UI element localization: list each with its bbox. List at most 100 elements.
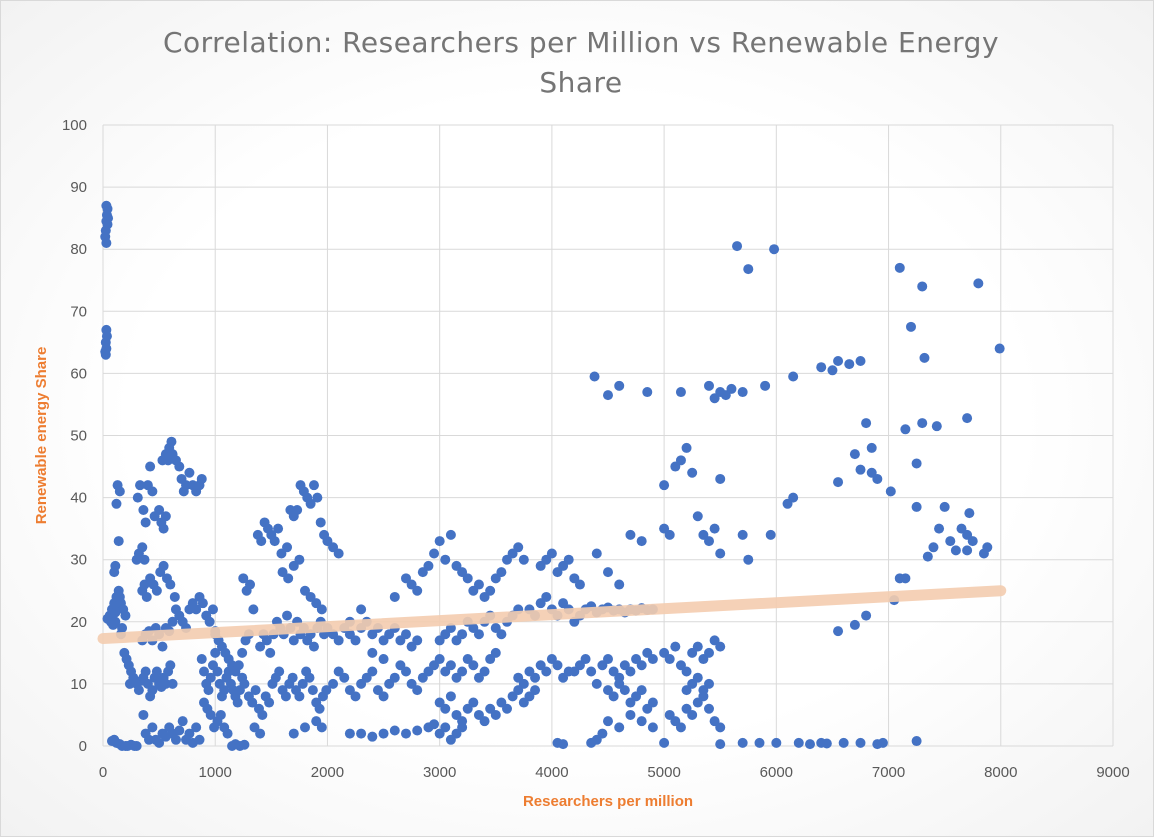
data-point: [367, 731, 378, 742]
data-point: [445, 691, 456, 702]
x-tick-label: 1000: [199, 764, 232, 781]
data-point: [614, 380, 625, 391]
data-point: [137, 542, 148, 553]
data-point: [479, 666, 490, 677]
data-point: [113, 536, 124, 547]
y-tick-label: 50: [70, 428, 87, 445]
data-point: [911, 501, 922, 512]
data-point: [401, 728, 411, 739]
data-point: [816, 362, 827, 373]
data-point: [321, 685, 332, 696]
data-point: [574, 579, 585, 590]
y-tick-label: 60: [70, 365, 87, 382]
data-point: [603, 567, 613, 578]
data-point: [274, 666, 285, 677]
data-point: [110, 560, 121, 571]
data-point: [793, 737, 804, 748]
data-point: [518, 554, 529, 565]
data-point: [167, 678, 178, 689]
chart-title: Correlation: Researchers per Million vs …: [162, 26, 1000, 99]
data-point: [866, 442, 877, 453]
data-point: [114, 486, 125, 497]
data-point: [248, 604, 259, 615]
data-point: [900, 573, 911, 584]
data-point: [165, 579, 176, 590]
data-point: [378, 728, 389, 739]
data-point: [659, 737, 670, 748]
data-point: [389, 591, 400, 602]
data-point: [687, 709, 698, 720]
x-tick-label: 6000: [760, 764, 793, 781]
data-point: [199, 666, 209, 677]
data-point: [754, 737, 765, 748]
data-point: [154, 505, 165, 516]
data-point: [911, 736, 922, 747]
data-point: [833, 477, 844, 488]
data-point: [967, 536, 978, 547]
data-point: [288, 635, 299, 646]
data-point: [950, 545, 961, 556]
data-point: [457, 629, 468, 640]
data-point: [101, 237, 112, 248]
data-point: [165, 660, 176, 671]
data-point: [833, 626, 844, 637]
data-point: [788, 492, 799, 503]
data-point: [174, 725, 185, 736]
data-point: [861, 610, 872, 621]
data-point: [647, 654, 658, 665]
data-point: [900, 424, 911, 435]
data-point: [769, 244, 780, 255]
data-point: [140, 666, 151, 677]
data-point: [603, 716, 613, 727]
data-point: [389, 672, 400, 683]
data-point: [931, 421, 942, 432]
data-point: [265, 647, 276, 658]
data-point: [589, 371, 600, 382]
x-tick-label: 9000: [1096, 764, 1129, 781]
data-point: [294, 691, 305, 702]
data-point: [945, 536, 956, 547]
data-point: [805, 739, 815, 750]
data-point: [157, 641, 168, 652]
data-point: [257, 709, 268, 720]
data-point: [659, 480, 670, 491]
data-point: [169, 591, 180, 602]
data-point: [894, 262, 905, 273]
data-point: [307, 685, 318, 696]
data-point: [255, 641, 266, 652]
data-point: [715, 722, 726, 733]
data-point: [132, 492, 143, 503]
data-point: [111, 498, 122, 509]
data-point: [704, 678, 714, 689]
data-point: [215, 709, 226, 720]
data-point: [210, 647, 221, 658]
data-point: [704, 536, 714, 547]
data-point: [100, 349, 111, 360]
y-tick-label: 100: [62, 117, 87, 134]
data-point: [389, 725, 400, 736]
data-point: [608, 691, 619, 702]
data-point: [849, 619, 860, 630]
data-point: [855, 737, 866, 748]
data-point: [429, 719, 440, 730]
data-point: [681, 442, 692, 453]
data-point: [131, 741, 142, 751]
data-point: [238, 573, 249, 584]
x-tick-label: 5000: [647, 764, 680, 781]
data-point: [704, 647, 714, 658]
data-point: [255, 728, 266, 739]
data-point: [737, 529, 748, 540]
data-point: [962, 413, 973, 424]
data-point: [541, 666, 552, 677]
data-point: [300, 722, 310, 733]
data-point: [692, 511, 703, 522]
data-point: [166, 436, 177, 447]
data-point: [333, 548, 344, 559]
data-point: [906, 321, 916, 332]
data-point: [250, 685, 261, 696]
data-point: [273, 523, 284, 534]
data-point: [771, 737, 782, 748]
data-point: [838, 737, 849, 748]
data-point: [934, 523, 945, 534]
